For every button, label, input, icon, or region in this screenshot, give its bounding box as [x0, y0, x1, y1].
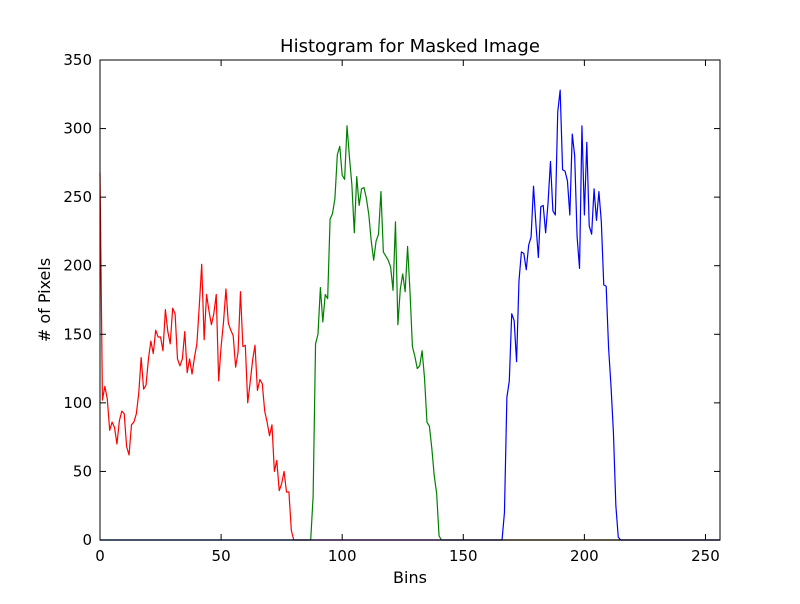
y-tick-label: 150 — [63, 325, 92, 343]
y-tick-label: 350 — [63, 51, 92, 69]
y-axis-label: # of Pixels — [35, 258, 54, 342]
y-tick-label: 50 — [73, 462, 92, 480]
x-tick-label: 100 — [328, 547, 357, 565]
y-tick-label: 250 — [63, 188, 92, 206]
y-tick-label: 100 — [63, 394, 92, 412]
series-line-2 — [100, 125, 720, 541]
x-tick-label: 250 — [691, 547, 720, 565]
series-line-3 — [100, 89, 720, 541]
chart-title: Histogram for Masked Image — [280, 36, 540, 57]
plot-frame — [99, 59, 721, 541]
tick-layer: 0 50 100 150 200 250 0 50 100 150 200 250 300 350 — [63, 51, 720, 565]
x-tick-label: 0 — [95, 547, 105, 565]
y-tick-label: 0 — [82, 531, 92, 549]
y-tick-label: 300 — [63, 120, 92, 138]
x-tick-label: 200 — [570, 547, 599, 565]
x-tick-label: 150 — [449, 547, 478, 565]
x-tick-label: 50 — [212, 547, 231, 565]
y-tick-label: 200 — [63, 257, 92, 275]
series-layer — [99, 89, 720, 541]
x-axis-label: Bins — [393, 568, 427, 587]
series-line-1 — [99, 172, 720, 541]
